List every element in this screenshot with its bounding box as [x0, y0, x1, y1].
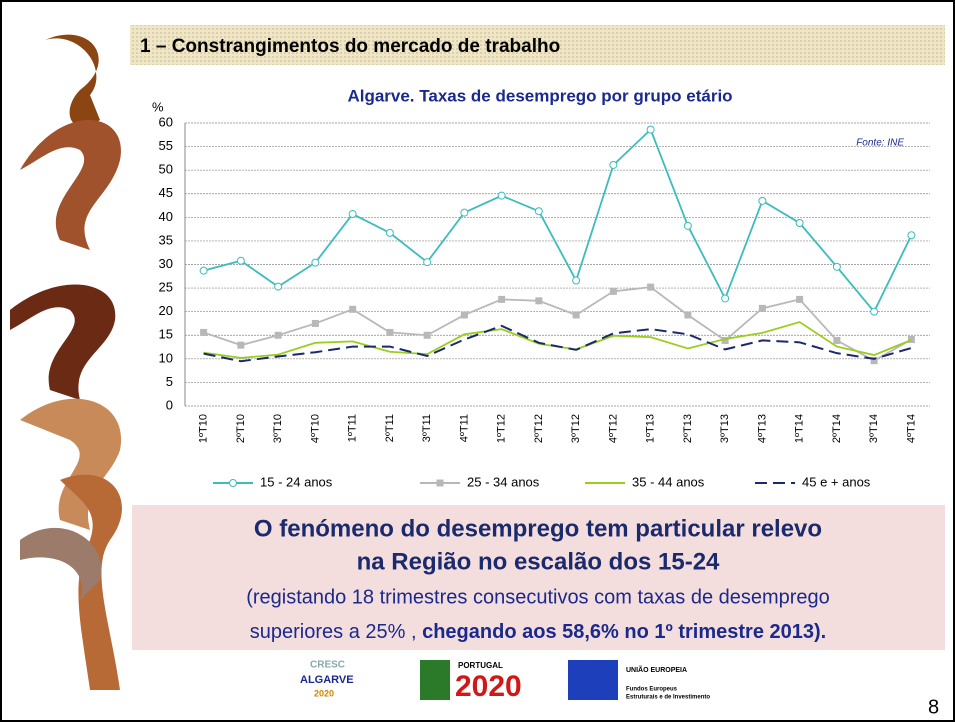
point [610, 288, 617, 295]
point [237, 257, 244, 264]
point [796, 296, 803, 303]
x-tick-label: 1ºT10 [198, 414, 210, 443]
x-tick-label: 4ºT14 [905, 414, 917, 443]
y-tick-label: 5 [166, 374, 173, 389]
point [312, 320, 319, 327]
logo-text: CRESC [310, 660, 345, 671]
slide-title: 1 – Constrangimentos do mercado de traba… [140, 36, 560, 57]
y-tick-label: 40 [159, 209, 173, 224]
slide: 1 – Constrangimentos do mercado de traba… [0, 0, 955, 722]
point [573, 311, 580, 318]
x-tick-label: 1ºT14 [794, 414, 806, 443]
legend-label: 45 e + anos [802, 474, 871, 489]
point [722, 295, 729, 302]
y-tick-label: 15 [159, 327, 173, 342]
x-tick-label: 2ºT14 [831, 414, 843, 443]
x-tick-label: 4ºT11 [458, 414, 470, 442]
callout-plain: superiores a 25% , [250, 621, 422, 643]
logo-text: UNIÃO EUROPEIA [626, 665, 687, 674]
legend-marker [437, 480, 444, 487]
point [349, 306, 356, 313]
point [498, 296, 505, 303]
callout-bold: chegando aos 58,6% no 1º trimestre 2013)… [422, 621, 826, 643]
point [275, 332, 282, 339]
chart-title: Algarve. Taxas de desemprego por grupo e… [347, 86, 732, 105]
point [833, 263, 840, 270]
x-tick-label: 2ºT11 [384, 414, 396, 442]
point [275, 283, 282, 290]
point [461, 209, 468, 216]
point [908, 336, 915, 343]
y-tick-label: 30 [159, 256, 173, 271]
callout-text: (registando 18 trimestres consecutivos c… [246, 586, 830, 608]
point [796, 219, 803, 226]
x-tick-label: 4ºT10 [309, 414, 321, 443]
point [200, 267, 207, 274]
point [871, 308, 878, 315]
x-tick-label: 3ºT14 [868, 414, 880, 443]
point [424, 332, 431, 339]
logo-text: Estruturais e de Investimento [626, 695, 710, 701]
point [647, 126, 654, 133]
point [535, 297, 542, 304]
y-tick-label: 45 [159, 185, 173, 200]
point [498, 192, 505, 199]
legend-marker [230, 480, 237, 487]
point [610, 161, 617, 168]
point [312, 259, 319, 266]
callout-headline: O fenómeno do desemprego tem particular … [254, 515, 822, 542]
y-tick-label: 50 [159, 162, 173, 177]
x-tick-label: 1ºT11 [347, 414, 359, 442]
x-tick-label: 2ºT12 [533, 414, 545, 443]
callout-text: superiores a 25% , chegando aos 58,6% no… [250, 621, 826, 643]
point [535, 208, 542, 215]
legend-label: 15 - 24 anos [260, 474, 333, 489]
y-tick-label: 0 [166, 397, 173, 412]
point [684, 311, 691, 318]
point [573, 277, 580, 284]
callout-headline: na Região no escalão dos 15-24 [357, 548, 720, 575]
logo-text: Fundos Europeus [626, 687, 678, 693]
point [386, 329, 393, 336]
x-tick-label: 1ºT12 [496, 414, 508, 443]
y-tick-label: 20 [159, 303, 173, 318]
x-tick-label: 4ºT13 [756, 414, 768, 443]
point [759, 197, 766, 204]
x-tick-label: 3ºT11 [421, 414, 433, 442]
x-tick-label: 4ºT12 [607, 414, 619, 443]
x-tick-label: 2ºT10 [235, 414, 247, 443]
y-tick-label: 25 [159, 280, 173, 295]
logo-text: 2020 [455, 670, 522, 703]
x-tick-label: 3ºT10 [272, 414, 284, 443]
logo-text: 2020 [314, 688, 334, 698]
point [386, 229, 393, 236]
legend-label: 35 - 44 anos [632, 474, 705, 489]
point [908, 232, 915, 239]
point [833, 337, 840, 344]
point [237, 342, 244, 349]
point [200, 329, 207, 336]
y-axis-label: % [152, 99, 164, 114]
y-tick-label: 60 [159, 114, 173, 129]
x-tick-label: 2ºT13 [682, 414, 694, 443]
point [349, 211, 356, 218]
page-number: 8 [928, 696, 939, 718]
point [684, 222, 691, 229]
point [424, 259, 431, 266]
legend-label: 25 - 34 anos [467, 474, 540, 489]
source: Fonte: INE [856, 138, 904, 149]
x-tick-label: 3ºT13 [719, 414, 731, 443]
x-tick-label: 3ºT12 [570, 414, 582, 443]
y-tick-label: 55 [159, 138, 173, 153]
point [461, 311, 468, 318]
y-tick-label: 10 [159, 350, 173, 365]
logo-text: ALGARVE [300, 674, 354, 686]
point [647, 284, 654, 291]
y-tick-label: 35 [159, 232, 173, 247]
point [759, 305, 766, 312]
logo-text: PORTUGAL [458, 661, 503, 670]
x-tick-label: 1ºT13 [645, 414, 657, 443]
